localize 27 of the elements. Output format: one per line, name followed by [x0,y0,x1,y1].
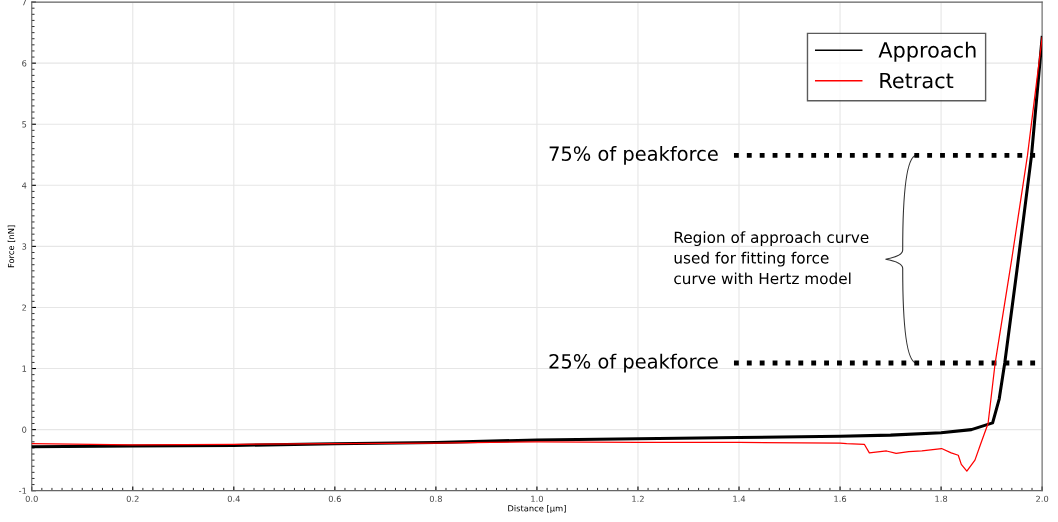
ref-line-label: 75% of peakforce [549,145,718,165]
y-tick-label: 2 [22,304,27,311]
y-tick-label: 3 [22,243,27,250]
x-tick-label: 1.8 [935,495,948,502]
x-tick-label: 0.6 [328,495,341,502]
ref-line-label: 25% of peakforce [549,353,718,373]
x-tick-label: 1.6 [834,495,847,502]
y-tick-label: 5 [22,121,27,128]
x-tick-label: 1.2 [632,495,644,502]
x-tick-label: 0.0 [25,495,38,502]
y-axis-title: Force [nN] [7,225,16,268]
x-tick-label: 1.0 [531,495,544,502]
x-axis-title: Distance [µm] [508,505,566,514]
y-tick-label: 6 [22,60,27,67]
x-tick-label: 0.2 [126,495,139,502]
y-tick-label: 7 [22,0,27,6]
x-tick-label: 2.0 [1036,495,1049,502]
legend-label: Retract [880,72,954,89]
legend-label: Approach [878,41,976,62]
x-tick-label: 1.4 [733,495,746,502]
y-tick-label: 4 [21,182,27,189]
y-tick-label: 1 [22,365,27,372]
y-tick-label: 0 [22,426,27,433]
annotation: Region of approach curve used for fitting force curve with Hertz model [674,231,869,285]
y-tick-label: -1 [18,487,27,494]
x-tick-label: 0.4 [227,495,240,502]
x-tick-label: 0.8 [429,495,442,502]
